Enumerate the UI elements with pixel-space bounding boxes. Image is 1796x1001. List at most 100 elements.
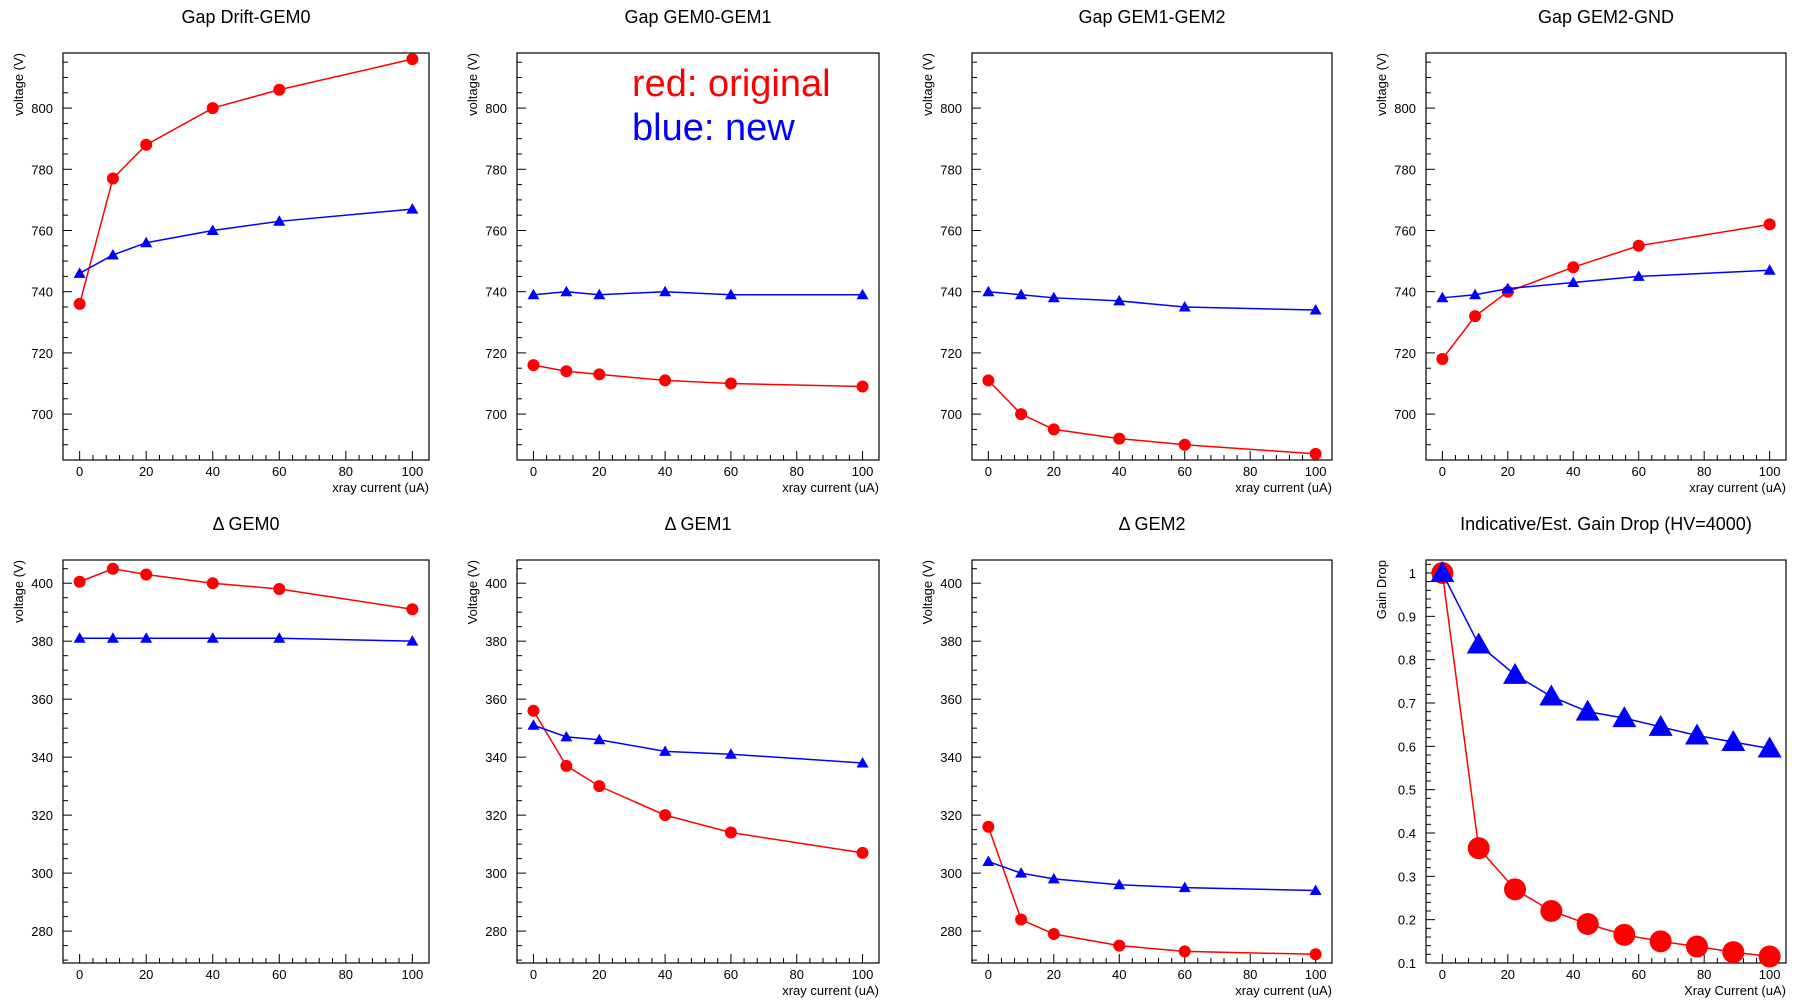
y-tick-label: 720 xyxy=(940,346,962,361)
data-point xyxy=(106,632,119,643)
data-point xyxy=(593,780,606,793)
y-tick-label: 300 xyxy=(485,866,507,881)
data-point xyxy=(1178,945,1191,958)
data-point xyxy=(1684,723,1709,745)
series-blue-new xyxy=(982,855,1322,896)
data-point xyxy=(1178,881,1191,893)
legend: red: original blue: new xyxy=(632,63,831,149)
y-tick-label: 400 xyxy=(940,576,962,591)
y-tick-label: 760 xyxy=(940,223,962,238)
y-tick-label: 780 xyxy=(1394,162,1416,177)
chart-title: Δ GEM1 xyxy=(664,514,731,534)
y-tick-label: 760 xyxy=(485,223,507,238)
y-tick-label: 700 xyxy=(485,407,507,422)
y-tick-label: 360 xyxy=(485,692,507,707)
x-tick-label: 20 xyxy=(139,967,153,982)
data-point xyxy=(106,248,119,260)
data-point xyxy=(1178,438,1191,451)
x-tick-label: 60 xyxy=(272,464,286,479)
plot-frame xyxy=(516,52,880,461)
x-tick-label: 0 xyxy=(76,464,83,479)
series-line xyxy=(988,860,1316,892)
data-point xyxy=(1015,288,1028,300)
series-line xyxy=(533,290,863,296)
chart-panel-4: Gap GEM2-GND 0 20 40 60 80 100 700 720 740 760 780 8… xyxy=(1374,7,1787,495)
series-blue-new xyxy=(1436,264,1776,303)
series-line xyxy=(78,58,413,305)
x-tick-label: 100 xyxy=(852,967,874,982)
y-tick-label: 800 xyxy=(31,101,53,116)
series-red-original xyxy=(73,53,419,310)
data-point xyxy=(1469,288,1482,300)
x-tick-label: 20 xyxy=(139,464,153,479)
y-tick-label: 0.6 xyxy=(1398,739,1416,754)
x-tick-label: 80 xyxy=(1697,464,1711,479)
data-point xyxy=(273,215,286,226)
series-blue-new xyxy=(1430,561,1782,758)
data-point xyxy=(1113,432,1126,445)
chart-title: Gap Drift-GEM0 xyxy=(181,7,310,27)
plot-frame xyxy=(62,559,430,964)
series-red-original xyxy=(982,374,1322,460)
y-tick-label: 300 xyxy=(940,866,962,881)
data-point xyxy=(1178,300,1191,312)
x-tick-label: 100 xyxy=(402,967,424,982)
x-tick-label: 100 xyxy=(1305,464,1327,479)
data-point xyxy=(659,285,672,297)
data-point xyxy=(1015,913,1028,926)
series-line xyxy=(987,826,1316,956)
series-line xyxy=(79,637,413,642)
y-tick-label: 380 xyxy=(31,634,53,649)
y-tick-label: 780 xyxy=(485,162,507,177)
data-point xyxy=(1430,561,1455,582)
data-point xyxy=(206,632,219,643)
series-blue-new xyxy=(527,719,869,768)
data-point xyxy=(206,577,219,590)
data-point xyxy=(140,138,153,151)
chart-panel-5: Δ GEM0 0 20 40 60 80 100 280 300 320 340 360 380 400 v… xyxy=(11,514,430,982)
data-point xyxy=(527,704,540,717)
data-point xyxy=(982,285,995,297)
y-tick-label: 700 xyxy=(940,407,962,422)
data-point xyxy=(1467,837,1490,860)
y-tick-label: 300 xyxy=(31,866,53,881)
x-axis-label: xray current (uA) xyxy=(1689,480,1786,495)
data-point xyxy=(406,603,419,616)
y-tick-label: 720 xyxy=(31,346,53,361)
data-point xyxy=(1722,941,1745,964)
data-point xyxy=(593,368,606,381)
x-tick-label: 0 xyxy=(985,967,992,982)
x-axis-label: Xray Current (uA) xyxy=(1684,983,1786,998)
data-point xyxy=(527,359,540,372)
x-tick-label: 40 xyxy=(658,967,672,982)
y-axis-label: Voltage (V) xyxy=(465,560,480,624)
data-point xyxy=(1503,662,1528,684)
chart-panel-2: Gap GEM0-GEM1 0 20 40 60 80 100 700 720 740 760 780… xyxy=(465,7,880,495)
plot-frame xyxy=(1425,559,1787,964)
series-line xyxy=(532,710,863,854)
data-point xyxy=(1501,282,1514,294)
data-point xyxy=(560,759,573,772)
x-tick-label: 60 xyxy=(724,464,738,479)
x-axis-label: xray current (uA) xyxy=(782,480,879,495)
data-point xyxy=(73,267,86,278)
series-blue-new xyxy=(982,285,1322,315)
data-point xyxy=(560,730,573,742)
y-tick-label: 700 xyxy=(1394,407,1416,422)
data-point xyxy=(106,562,119,575)
y-tick-label: 0.8 xyxy=(1398,653,1416,668)
data-point xyxy=(593,733,606,745)
x-tick-label: 100 xyxy=(1759,967,1781,982)
data-point xyxy=(406,203,419,214)
y-tick-label: 780 xyxy=(940,162,962,177)
y-tick-label: 800 xyxy=(940,101,962,116)
data-point xyxy=(273,582,286,595)
y-axis-label: Voltage (V) xyxy=(920,560,935,624)
series-blue-new xyxy=(527,285,869,300)
data-point xyxy=(1309,884,1322,896)
data-point xyxy=(273,632,286,643)
series-red-original xyxy=(527,704,869,859)
x-tick-label: 40 xyxy=(658,464,672,479)
data-point xyxy=(1612,706,1637,728)
